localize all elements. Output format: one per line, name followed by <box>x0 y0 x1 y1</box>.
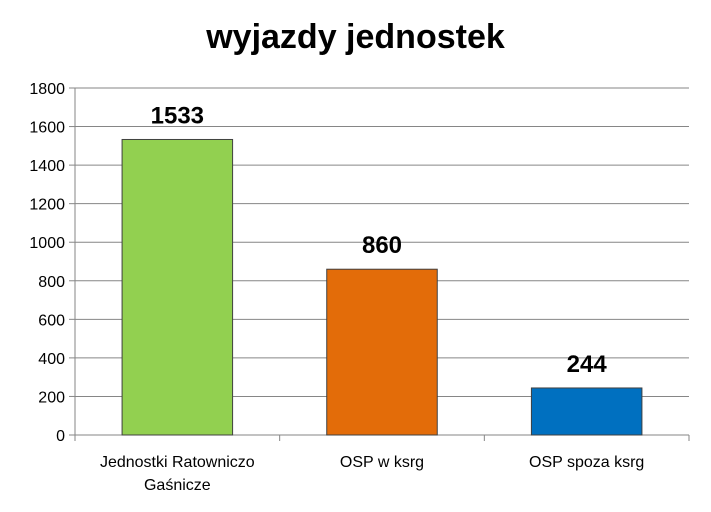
bar-2 <box>326 268 438 436</box>
y-tick-label: 1200 <box>29 197 65 214</box>
y-tick-label: 600 <box>38 312 65 329</box>
y-tick-label: 200 <box>38 389 65 406</box>
bars <box>121 138 643 436</box>
data-label-2: 860 <box>362 232 402 259</box>
data-label-3: 244 <box>567 351 608 378</box>
y-tick-label: 0 <box>56 428 65 445</box>
category-label: OSP spoza ksrg <box>529 454 644 471</box>
category-label: Jednostki Ratowniczo <box>100 454 255 471</box>
y-tick-label: 400 <box>38 351 65 368</box>
y-tick-label: 1800 <box>29 81 65 98</box>
bar-3 <box>530 387 643 436</box>
data-labels: 1533 860 244 <box>151 102 608 377</box>
y-tick-label: 1600 <box>29 120 65 137</box>
data-label-1: 1533 <box>151 102 204 129</box>
bar-1 <box>121 138 234 436</box>
y-tick-label: 800 <box>38 274 65 291</box>
y-tick-label: 1000 <box>29 235 65 252</box>
category-labels: Jednostki Ratowniczo Gaśnicze OSP w ksrg OS… <box>100 454 644 494</box>
category-label: OSP w ksrg <box>340 454 424 471</box>
y-tick-labels: 0 200 400 600 800 1000 1200 1400 1600 1800 <box>29 81 65 445</box>
category-label: Gaśnicze <box>144 477 211 494</box>
chart-title: wyjazdy jednostek <box>206 18 505 56</box>
y-tick-label: 1400 <box>29 158 65 175</box>
